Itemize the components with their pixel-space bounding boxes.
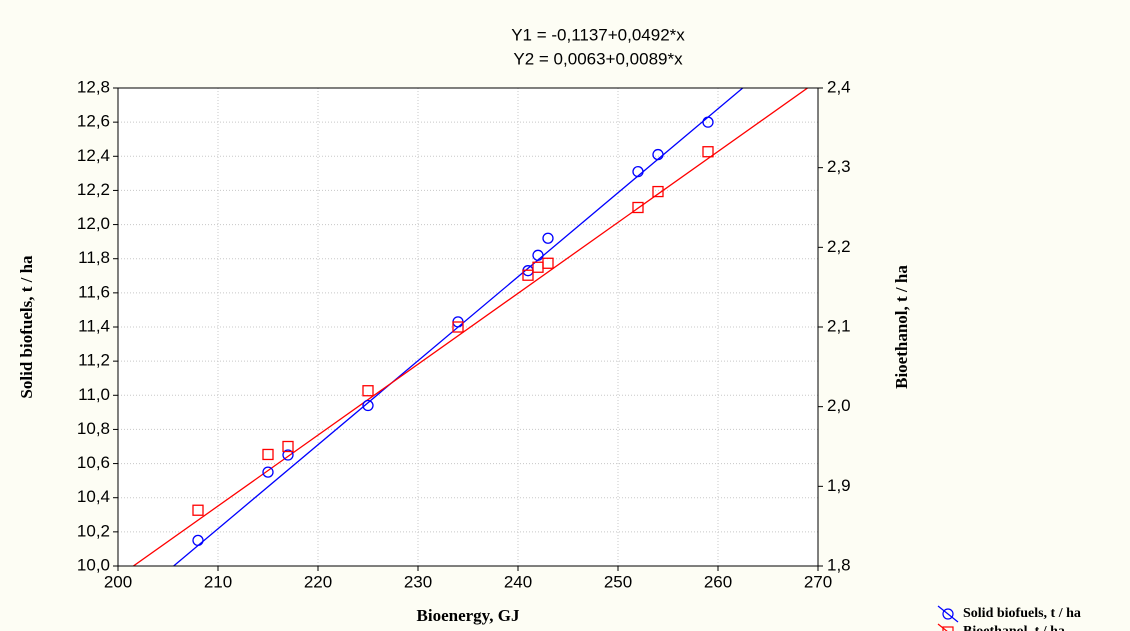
y-tick-label: 10,4 (77, 487, 110, 506)
legend-line (937, 605, 959, 623)
fit-line (172, 88, 744, 566)
x-tick-label: 220 (304, 572, 332, 591)
marker-circle (192, 534, 204, 547)
marker-square (652, 185, 664, 198)
plot-area (118, 88, 818, 566)
x-tick-label: 210 (204, 572, 232, 591)
legend-marker (942, 626, 954, 631)
legend-marker (942, 608, 954, 620)
y2-tick-label: 2,4 (827, 77, 851, 96)
y-tick-label: 11,6 (78, 282, 110, 301)
x-tick-label: 230 (404, 572, 432, 591)
fit-line (132, 88, 809, 566)
marker-square (282, 440, 294, 453)
marker-circle (542, 232, 554, 244)
y-tick-label: 11,0 (78, 385, 110, 404)
marker-circle (532, 249, 544, 261)
y-tick-label: 12,6 (77, 112, 110, 131)
y-tick-label: 11,4 (78, 316, 110, 335)
y-tick-label: 12,0 (77, 214, 110, 233)
legend-line (937, 623, 948, 631)
marker-square (542, 257, 554, 269)
fit-lines (132, 88, 809, 566)
chart-subtitle: Y2 = 0,0063+0,0089*x (513, 49, 683, 68)
marker-circle (362, 399, 374, 412)
y2-tick-label: 2,3 (827, 157, 851, 176)
x-tick-label: 270 (804, 572, 832, 591)
marker-square (522, 269, 534, 281)
marker-circle (652, 148, 664, 161)
y-tick-label: 10,8 (77, 419, 110, 438)
y-tick-label: 12,4 (77, 146, 110, 165)
y-tick-label: 11,8 (78, 248, 110, 267)
y-tick-label: 10,6 (77, 453, 110, 472)
x-tick-label: 250 (604, 572, 632, 591)
marker-square (452, 321, 464, 333)
y-tick-label: 12,8 (77, 77, 110, 96)
x-tick-label: 200 (104, 572, 132, 591)
marker-square (262, 448, 274, 461)
legend-label: Bioethanol, t / ha (963, 624, 1065, 631)
marker-circle (632, 165, 644, 178)
y2-axis-label: Bioethanol, t / ha (892, 265, 911, 389)
marker-square (362, 385, 374, 397)
marker-square (702, 146, 714, 158)
x-axis-label: Bioenergy, GJ (417, 606, 520, 625)
y2-tick-label: 1,9 (827, 476, 851, 495)
y-tick-label: 10,2 (77, 521, 110, 540)
chart-title: Y1 = -0,1137+0,0492*x (511, 25, 685, 44)
grid (113, 87, 823, 571)
y2-tick-label: 2,0 (827, 396, 851, 415)
legend-label: Solid biofuels, t / ha (963, 606, 1081, 621)
y-tick-label: 11,2 (78, 351, 110, 370)
x-tick-label: 240 (504, 572, 532, 591)
marker-square (632, 201, 644, 214)
marker-circle (262, 466, 274, 478)
y2-tick-label: 1,8 (827, 555, 851, 574)
plot-border (117, 87, 819, 567)
marker-circle (282, 449, 294, 461)
marker-square (192, 504, 204, 516)
y-tick-label: 10,0 (77, 555, 110, 574)
y-tick-label: 12,2 (77, 180, 110, 199)
marker-circle (702, 116, 714, 128)
y2-tick-label: 2,1 (827, 316, 851, 335)
y2-tick-label: 2,2 (827, 237, 851, 256)
x-tick-label: 260 (704, 572, 732, 591)
markers (192, 116, 714, 547)
y-axis-label: Solid biofuels, t / ha (17, 255, 36, 399)
